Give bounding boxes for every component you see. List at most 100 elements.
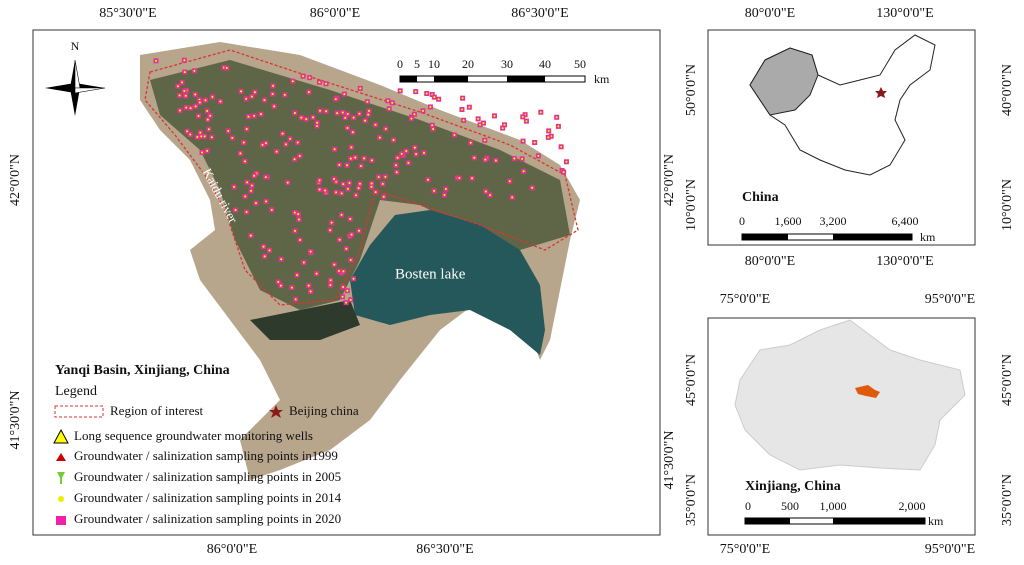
sampling-point-center — [462, 119, 465, 122]
sampling-point-center — [414, 90, 417, 93]
sampling-point-center — [427, 178, 430, 181]
sampling-point-center — [206, 109, 209, 112]
coordinate-label: 95°0'0"E — [925, 542, 975, 557]
sampling-point-center — [209, 114, 212, 117]
sampling-point-center — [277, 280, 280, 283]
coordinate-label: 85°30'0"E — [99, 6, 156, 21]
scale-label: 2,000 — [899, 499, 926, 513]
sampling-point-center — [547, 129, 550, 132]
sampling-point-center — [315, 272, 318, 275]
sampling-point-center — [388, 107, 391, 110]
sampling-point-center — [501, 127, 504, 130]
sampling-point-center — [206, 118, 209, 121]
sampling-point-center — [342, 183, 345, 186]
sampling-point-center — [316, 121, 319, 124]
sampling-point-center — [297, 218, 300, 221]
sampling-point-center — [298, 154, 301, 157]
sampling-point-center — [199, 131, 202, 134]
sampling-point-center — [396, 156, 399, 159]
sampling-point-center — [432, 127, 435, 130]
coordinate-label: 35°0'0"N — [684, 474, 699, 526]
sampling-point-center — [421, 109, 424, 112]
sampling-point-center — [338, 163, 341, 166]
legend-item: Groundwater / salinization sampling poin… — [74, 448, 338, 463]
scale-label: 20 — [462, 57, 474, 71]
sampling-point-center — [359, 165, 362, 168]
sampling-point-center — [154, 59, 157, 62]
sampling-point-center — [243, 160, 246, 163]
sampling-point-center — [273, 105, 276, 108]
scale-label: 10 — [428, 57, 440, 71]
sampling-point-center — [340, 213, 343, 216]
sampling-points — [153, 57, 569, 306]
sampling-point-center — [405, 150, 408, 153]
legend-item: Groundwater / salinization sampling poin… — [74, 490, 342, 505]
scale-bar — [744, 517, 926, 525]
sampling-point-center — [245, 97, 248, 100]
sampling-point-center — [294, 229, 297, 232]
sampling-point-center — [333, 263, 336, 266]
sampling-point-center — [433, 96, 436, 99]
wetland — [250, 300, 360, 340]
sampling-point-center — [325, 110, 328, 113]
coordinate-label: 45°0'0"N — [684, 354, 699, 406]
sampling-point-center — [513, 157, 516, 160]
coordinate-label: 40°0'0"N — [1000, 64, 1015, 116]
sampling-point-center — [249, 234, 252, 237]
sampling-point-center — [349, 258, 352, 261]
sampling-point-center — [341, 295, 344, 298]
sampling-point-center — [194, 93, 197, 96]
sampling-point-center — [557, 125, 560, 128]
sampling-point-center — [342, 286, 345, 289]
sampling-point-center — [246, 181, 249, 184]
coordinate-label: 80°0'0"E — [745, 254, 795, 269]
sampling-point-center — [325, 82, 328, 85]
sampling-point-center — [264, 142, 267, 145]
sampling-point-center — [312, 116, 315, 119]
coordinate-label: 75°0'0"E — [720, 542, 770, 557]
sampling-point-center — [522, 140, 525, 143]
legend-item: Groundwater / salinization sampling poin… — [74, 469, 341, 484]
coordinate-label: 42°0'0"N — [662, 154, 677, 206]
sampling-point-center — [198, 101, 201, 104]
sampling-point-center — [370, 159, 373, 162]
sampling-point-center — [334, 98, 337, 101]
sampling-point-center — [395, 164, 398, 167]
region-of-interest — [144, 49, 579, 306]
sampling-point-center — [305, 118, 308, 121]
legend-item: Region of interest — [110, 403, 204, 418]
sampling-point-center — [294, 298, 297, 301]
scale-bar — [399, 75, 586, 83]
legend-symbols — [53, 405, 283, 525]
coordinate-label: 86°0'0"E — [207, 542, 257, 557]
sampling-point-center — [206, 149, 209, 152]
sampling-point-center — [443, 193, 446, 196]
sampling-point-center — [511, 196, 514, 199]
coordinate-label: 41°30'0"N — [8, 391, 23, 450]
sampling-point-center — [533, 141, 536, 144]
sampling-point-center — [280, 258, 283, 261]
sampling-point-center — [351, 131, 354, 134]
xinjiang-highlight — [749, 47, 819, 116]
sampling-point-center — [410, 117, 413, 120]
sampling-point-center — [250, 189, 253, 192]
sampling-point-center — [367, 113, 370, 116]
sampling-point-center — [207, 128, 210, 131]
scale-label: 0 — [745, 499, 751, 513]
sampling-point-center — [250, 95, 253, 98]
sampling-point-center — [302, 261, 305, 264]
coordinate-label: 45°0'0"N — [1000, 354, 1015, 406]
scale-label: 0 — [739, 214, 745, 228]
sampling-point-center — [346, 113, 349, 116]
sampling-point-center — [370, 185, 373, 188]
sampling-point-center — [211, 95, 214, 98]
sampling-point-center — [391, 101, 394, 104]
inset-title: China — [742, 190, 779, 205]
sampling-point-center — [349, 218, 352, 221]
coordinate-label: 10°0'0"N — [684, 179, 699, 231]
sampling-point-center — [284, 143, 287, 146]
sampling-point-center — [348, 181, 351, 184]
sampling-point-center — [350, 146, 353, 149]
sampling-point-center — [263, 99, 266, 102]
